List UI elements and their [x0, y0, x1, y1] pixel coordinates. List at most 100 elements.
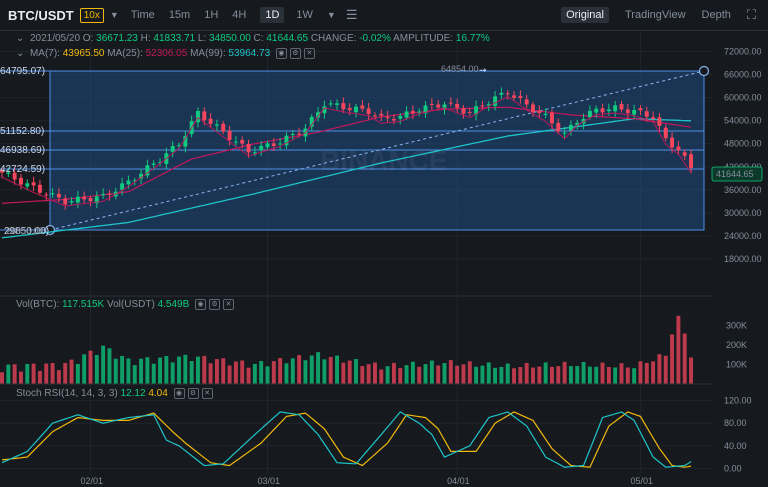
candle-body-105: [663, 127, 668, 139]
volume-bar-27: [170, 362, 175, 384]
volume-bar-91: [575, 366, 580, 384]
volume-bar-49: [309, 355, 314, 384]
volume-bar-48: [303, 360, 308, 384]
price-axis: 72000.00 66000.00 60000.00 54000.00 48000.00…: [724, 47, 762, 264]
ohlc-legend: ⌄ 2021/05/20 O: 36671.23 H: 41833.71 L: …: [16, 33, 490, 44]
candle-body-16: [101, 194, 106, 196]
tab-tradingview[interactable]: TradingView: [624, 9, 686, 21]
candle-body-89: [562, 132, 567, 134]
tab-depth[interactable]: Depth: [701, 9, 731, 21]
candle-body-58: [366, 108, 371, 114]
candle-body-78: [493, 96, 498, 106]
volume-bar-93: [587, 366, 592, 384]
candle-body-59: [373, 115, 377, 117]
volume-bar-28: [177, 356, 181, 384]
candle-body-8: [50, 193, 55, 195]
volume-legend: Vol(BTC): 117.515K Vol(USDT) 4.549B ◉ ⚙ ✕: [16, 299, 235, 310]
more-timeframes-chevron-icon[interactable]: ▼: [326, 10, 336, 20]
tab-4h[interactable]: 4H: [232, 9, 247, 21]
rsi-tick-2: 40.00: [724, 441, 747, 451]
volume-bar-62: [391, 362, 396, 384]
tab-time[interactable]: Time: [130, 9, 155, 21]
ma-collapse-chevron-icon[interactable]: ⌄: [16, 48, 25, 60]
eye-icon[interactable]: ◉: [275, 48, 287, 59]
fullscreen-icon[interactable]: ⛶: [746, 7, 756, 22]
volume-bar-98: [619, 363, 624, 384]
price-tick-6: 36000.00: [724, 185, 762, 195]
volume-bar-66: [417, 366, 422, 384]
volume-bar-6: [37, 370, 42, 384]
ma7-line: [1, 95, 692, 207]
vol-close-icon[interactable]: ✕: [223, 299, 235, 310]
candle-body-96: [606, 109, 611, 112]
tab-15m[interactable]: 15m: [168, 9, 191, 21]
volume-bar-12: [75, 363, 80, 384]
vol-settings-icon[interactable]: ⚙: [209, 299, 221, 310]
indicator-settings-icon[interactable]: ☰: [345, 7, 358, 22]
rsi-legend: Stoch RSI(14, 14, 3, 3) 12.12 4.04 ◉ ⚙ ✕: [16, 388, 213, 399]
volume-bar-31: [196, 356, 200, 384]
volume-bar-76: [480, 365, 485, 384]
chevron-down-icon[interactable]: ▼: [109, 10, 119, 20]
tab-1d[interactable]: 1D: [260, 7, 285, 23]
candle-body-31: [196, 110, 200, 123]
volume-bar-60: [379, 369, 384, 384]
symbol-label[interactable]: BTC/USDT: [8, 7, 74, 23]
volume-bar-57: [360, 366, 365, 384]
legend-collapse-chevron-icon[interactable]: ⌄: [16, 33, 25, 44]
candle-body-87: [550, 112, 554, 124]
vol-eye-icon[interactable]: ◉: [195, 299, 207, 310]
candle-body-43: [271, 143, 276, 147]
candle-body-54: [341, 103, 346, 110]
rsi-settings-icon[interactable]: ⚙: [187, 388, 199, 399]
candle-body-98: [619, 103, 624, 110]
tab-1w[interactable]: 1W: [296, 9, 313, 21]
volume-bar-103: [651, 361, 656, 384]
candle-body-32: [202, 111, 207, 121]
fib-handle-end[interactable]: [698, 65, 710, 77]
candle-body-49: [309, 116, 314, 127]
volume-bar-79: [499, 366, 504, 384]
tab-original[interactable]: Original: [561, 7, 609, 23]
volume-bar-88: [556, 366, 561, 384]
close-value: 41644.65: [266, 33, 309, 44]
open-label: O:: [82, 33, 94, 44]
volume-bar-99: [625, 367, 630, 384]
ma25-label: MA(25):: [107, 48, 143, 60]
candle-body-28: [177, 145, 181, 147]
rsi-eye-icon[interactable]: ◉: [173, 388, 185, 399]
rsi-label: Stoch RSI(14, 14, 3, 3): [16, 388, 118, 400]
rsi-tick-3: 0.00: [724, 463, 742, 473]
low-value: 34850.00: [209, 33, 251, 44]
candle-body-33: [208, 118, 213, 124]
candle-body-90: [568, 124, 573, 131]
leverage-badge: 10x: [79, 7, 104, 23]
volume-bar-77: [486, 362, 491, 384]
candle-body-93: [587, 110, 592, 118]
volume-bar-90: [568, 366, 573, 384]
candle-body-62: [391, 118, 396, 121]
candle-body-53: [335, 103, 339, 105]
volume-bar-41: [259, 361, 264, 384]
volume-bar-35: [221, 358, 226, 384]
volume-bar-18: [113, 358, 118, 384]
rsi-axis: 120.00 80.00 40.00 0.00: [724, 396, 752, 474]
candle-body-51: [322, 106, 327, 114]
close-icon[interactable]: ✕: [303, 48, 315, 59]
settings-icon[interactable]: ⚙: [289, 48, 301, 59]
tab-1h[interactable]: 1H: [204, 9, 219, 21]
candle-body-88: [556, 122, 561, 132]
volume-bar-32: [202, 355, 207, 384]
volume-bar-42: [265, 366, 270, 384]
rsi-d-value: 4.04: [148, 388, 168, 400]
candle-body-94: [594, 108, 599, 113]
candle-body-60: [379, 113, 384, 116]
candle-body-63: [398, 115, 403, 119]
candle-body-107: [676, 146, 681, 151]
volume-bar-43: [271, 361, 276, 384]
volume-bar-9: [56, 370, 61, 384]
volume-bar-59: [373, 362, 377, 384]
volume-bar-72: [455, 365, 460, 384]
rsi-close-icon[interactable]: ✕: [201, 388, 213, 399]
